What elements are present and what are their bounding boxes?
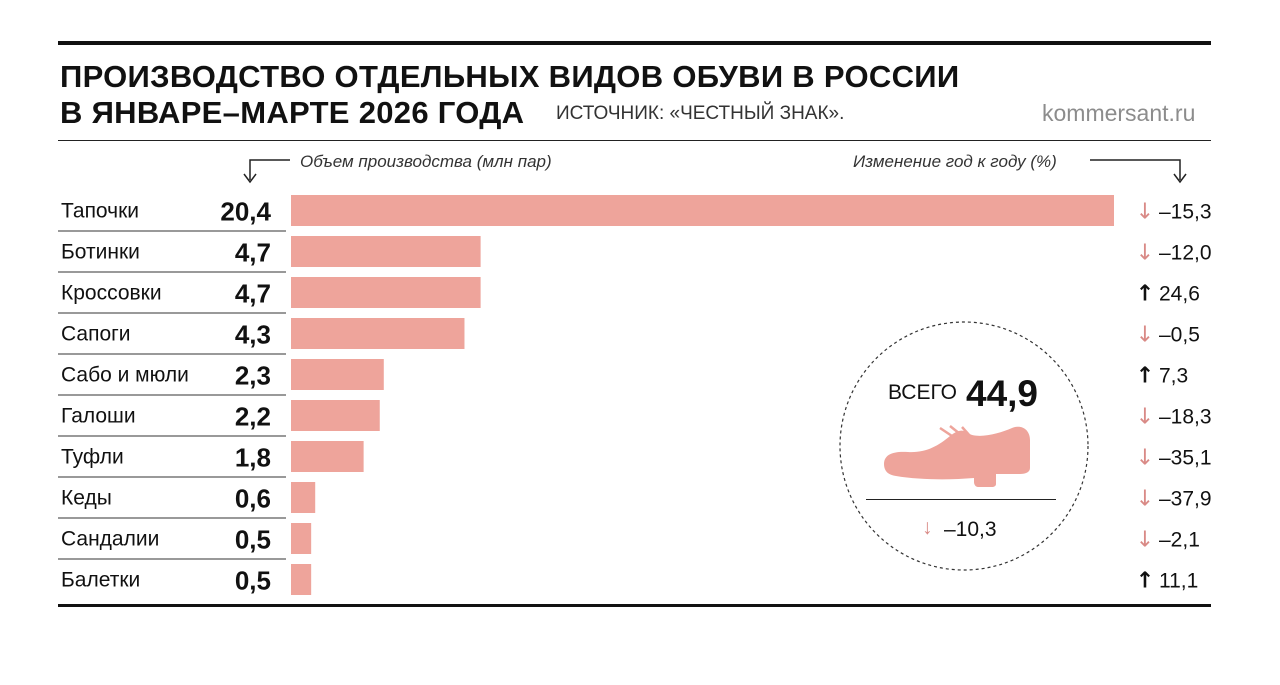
chart-title-line1: ПРОИЗВОДСТВО ОТДЕЛЬНЫХ ВИДОВ ОБУВИ В РОС… [60, 59, 960, 94]
bar [291, 564, 312, 595]
total-label: ВСЕГО [888, 381, 958, 404]
change-label: –2,1 [1159, 529, 1200, 552]
down-arrow-icon: ↓ [1136, 446, 1154, 471]
change-label: –12,0 [1159, 242, 1212, 265]
bar [291, 359, 384, 390]
category-label: Ботинки [61, 241, 140, 264]
category-label: Балетки [61, 569, 140, 592]
change-label: 24,6 [1159, 283, 1200, 306]
value-label: 0,5 [235, 525, 271, 555]
change-header-arrow-icon [1090, 159, 1187, 184]
volume-header: Объем производства (млн пар) [300, 152, 552, 171]
total-value: 44,9 [966, 373, 1039, 414]
bar [291, 318, 465, 349]
brand-label: kommersant.ru [1042, 100, 1196, 126]
shoe-icon [884, 425, 1030, 487]
change-label: –35,1 [1159, 447, 1212, 470]
header-divider [58, 140, 1211, 141]
category-label: Сабо и мюли [61, 364, 189, 387]
top-rule [58, 41, 1211, 45]
value-label: 20,4 [220, 197, 271, 227]
down-arrow-icon: ↓ [1136, 241, 1154, 266]
source-note: ИСТОЧНИК: «ЧЕСТНЫЙ ЗНАК». [556, 103, 845, 124]
bar [291, 400, 380, 431]
category-label: Сапоги [61, 323, 131, 346]
bar [291, 482, 316, 513]
chart-title-line2: В ЯНВАРЕ–МАРТЕ 2026 ГОДА [60, 95, 525, 130]
change-header: Изменение год к году (%) [853, 152, 1057, 171]
total-circle [839, 321, 1089, 571]
category-label: Кроссовки [61, 282, 162, 305]
category-label: Сандалии [61, 528, 159, 551]
bar [291, 441, 364, 472]
up-arrow-icon: ↑ [1136, 569, 1154, 594]
change-label: –15,3 [1159, 201, 1212, 224]
down-arrow-icon: ↓ [1136, 200, 1154, 225]
total-change: –10,3 [944, 518, 997, 541]
change-label: –18,3 [1159, 406, 1212, 429]
change-label: –0,5 [1159, 324, 1200, 347]
change-label: –37,9 [1159, 488, 1212, 511]
category-label: Кеды [61, 487, 112, 510]
down-arrow-icon: ↓ [1136, 528, 1154, 553]
up-arrow-icon: ↑ [1136, 282, 1154, 307]
value-label: 2,2 [235, 402, 271, 432]
category-label: Туфли [61, 446, 124, 469]
bar [291, 277, 481, 308]
value-label: 4,7 [235, 238, 271, 268]
value-label: 2,3 [235, 361, 271, 391]
value-label: 0,5 [235, 566, 271, 596]
volume-header-arrow-icon [243, 159, 290, 184]
change-label: 11,1 [1159, 570, 1198, 593]
total-divider [866, 499, 1056, 500]
bottom-rule [58, 604, 1211, 607]
value-label: 0,6 [235, 484, 271, 514]
category-label: Тапочки [61, 200, 139, 223]
category-label: Галоши [61, 405, 136, 428]
down-arrow-icon: ↓ [1136, 323, 1154, 348]
bar [291, 236, 481, 267]
bar [291, 195, 1114, 226]
down-arrow-icon: ↓ [1136, 405, 1154, 430]
down-arrow-icon: ↓ [1136, 487, 1154, 512]
total-down-arrow-icon: ↓ [922, 516, 933, 539]
value-label: 4,7 [235, 279, 271, 309]
up-arrow-icon: ↑ [1136, 364, 1154, 389]
bar [291, 523, 312, 554]
value-label: 1,8 [235, 443, 271, 473]
value-label: 4,3 [235, 320, 271, 350]
change-label: 7,3 [1159, 365, 1188, 388]
